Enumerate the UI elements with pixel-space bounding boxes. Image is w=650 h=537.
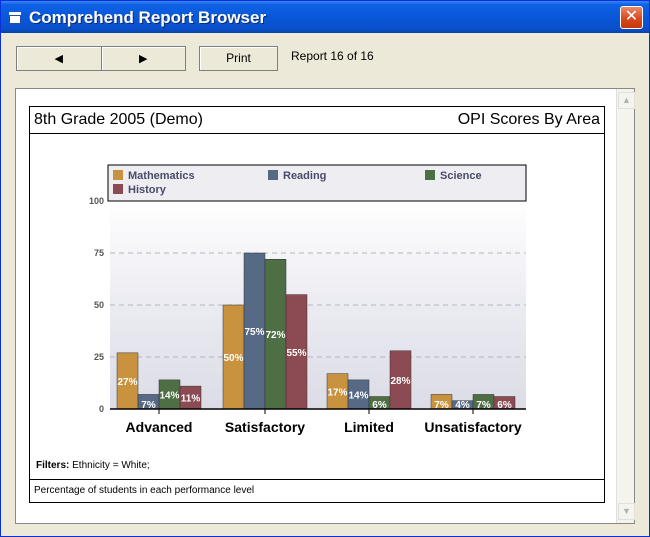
data-label-satisfactory-science: 72% xyxy=(265,330,285,341)
data-label-advanced-history: 11% xyxy=(181,394,201,405)
x-category-label-unsatisfactory: Unsatisfactory xyxy=(424,419,521,435)
report-footer: Percentage of students in each performan… xyxy=(30,479,604,502)
left-arrow-icon: ◀ xyxy=(54,53,63,65)
legend-box xyxy=(107,164,527,202)
toolbar: ◀ ▶ Print Report 16 of 16 xyxy=(1,33,649,83)
title-bar[interactable]: Comprehend Report Browser ✕ xyxy=(1,1,649,33)
legend-swatch-science xyxy=(425,170,435,180)
x-category-label-satisfactory: Satisfactory xyxy=(225,419,305,435)
y-tick-label-50: 50 xyxy=(94,300,104,310)
data-label-unsatisfactory-history: 6% xyxy=(497,400,512,411)
opi-scores-bar-chart: Mathematics Reading Science History 0 25 50 75 1… xyxy=(89,164,527,435)
scroll-down-icon[interactable]: ▼ xyxy=(618,503,635,520)
filters-label: Filters: xyxy=(36,460,70,471)
legend-label-history: History xyxy=(128,184,167,196)
y-tick-label-75: 75 xyxy=(94,248,104,258)
legend-swatch-history xyxy=(113,184,123,194)
data-label-limited-science: 6% xyxy=(372,400,387,411)
data-label-unsatisfactory-science: 7% xyxy=(476,400,491,411)
footer-caption: Percentage of students in each performan… xyxy=(34,485,255,496)
y-tick-label-25: 25 xyxy=(94,352,104,362)
report-subject: OPI Scores By Area xyxy=(457,111,600,128)
legend-label-science: Science xyxy=(440,170,482,182)
data-label-satisfactory-history: 55% xyxy=(286,348,306,359)
filters-value: Ethnicity = White; xyxy=(72,460,150,471)
next-report-button[interactable]: ▶ xyxy=(102,47,186,70)
data-label-advanced-mathematics: 27% xyxy=(117,377,137,388)
data-label-unsatisfactory-mathematics: 7% xyxy=(434,400,449,411)
window-title: Comprehend Report Browser xyxy=(29,8,267,27)
data-label-limited-history: 28% xyxy=(390,376,410,387)
legend-label-reading: Reading xyxy=(283,170,326,182)
filters-line: Filters: Ethnicity = White; xyxy=(36,460,150,471)
y-tick-label-0: 0 xyxy=(99,404,104,414)
legend-swatch-mathematics xyxy=(113,170,123,180)
close-button[interactable]: ✕ xyxy=(620,6,643,29)
report-navigation: ◀ ▶ xyxy=(16,46,186,71)
report-position-status: Report 16 of 16 xyxy=(291,49,374,63)
data-label-advanced-science: 14% xyxy=(159,390,179,401)
window-icon xyxy=(9,12,21,24)
data-label-advanced-reading: 7% xyxy=(141,400,156,411)
scroll-up-icon[interactable]: ▲ xyxy=(618,92,635,109)
y-tick-label-100: 100 xyxy=(89,196,104,206)
previous-report-button[interactable]: ◀ xyxy=(17,47,102,70)
data-label-unsatisfactory-reading: 4% xyxy=(455,400,470,411)
report-header: 8th Grade 2005 (Demo) OPI Scores By Area xyxy=(30,107,604,134)
legend-label-mathematics: Mathematics xyxy=(128,170,195,182)
report-page: 8th Grade 2005 (Demo) OPI Scores By Area… xyxy=(29,106,605,503)
data-label-limited-reading: 14% xyxy=(348,390,368,401)
data-label-limited-mathematics: 17% xyxy=(327,387,347,398)
data-label-satisfactory-reading: 75% xyxy=(244,327,264,338)
vertical-scrollbar[interactable]: ▲ ▼ xyxy=(616,89,635,523)
x-category-label-advanced: Advanced xyxy=(126,419,193,435)
print-button[interactable]: Print xyxy=(199,46,278,71)
report-title: 8th Grade 2005 (Demo) xyxy=(34,111,203,128)
report-viewer[interactable]: 8th Grade 2005 (Demo) OPI Scores By Area… xyxy=(15,88,635,524)
legend-swatch-reading xyxy=(268,170,278,180)
right-arrow-icon: ▶ xyxy=(139,53,148,65)
x-category-label-limited: Limited xyxy=(344,419,394,435)
data-label-satisfactory-mathematics: 50% xyxy=(223,353,243,364)
